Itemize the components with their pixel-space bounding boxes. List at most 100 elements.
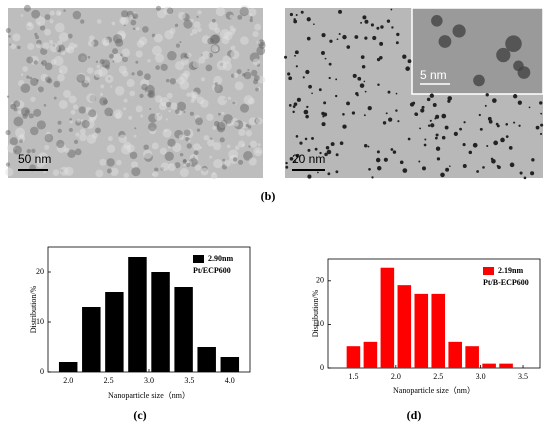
x-tick-label: 3.5 xyxy=(518,372,528,381)
texture xyxy=(249,13,253,17)
particle xyxy=(431,15,443,27)
texture xyxy=(36,79,39,82)
texture xyxy=(182,159,188,164)
particle xyxy=(336,38,339,41)
texture xyxy=(245,130,253,137)
texture xyxy=(70,109,76,115)
texture xyxy=(179,152,184,157)
particle xyxy=(328,76,331,80)
particle xyxy=(292,105,296,109)
bar xyxy=(174,287,193,372)
texture xyxy=(101,59,111,68)
texture xyxy=(26,21,33,28)
bar xyxy=(448,341,462,368)
texture xyxy=(197,27,202,33)
particle xyxy=(295,13,298,16)
texture xyxy=(255,149,260,154)
texture xyxy=(6,95,10,98)
texture xyxy=(9,137,18,146)
particle xyxy=(335,153,339,157)
legend-swatch xyxy=(483,267,494,275)
texture xyxy=(95,60,98,63)
bar xyxy=(82,307,101,372)
x-tick-label: 3.5 xyxy=(184,376,194,385)
x-tick-label: 2.5 xyxy=(104,376,114,385)
particle xyxy=(493,140,499,146)
y-axis-label: Distribution/% xyxy=(29,285,38,333)
texture xyxy=(193,143,201,151)
texture xyxy=(96,64,101,69)
texture xyxy=(22,66,29,72)
texture xyxy=(209,155,213,159)
particle xyxy=(488,119,493,124)
texture xyxy=(43,103,47,107)
particle xyxy=(462,164,467,168)
particle xyxy=(334,94,338,98)
texture xyxy=(106,168,112,174)
texture xyxy=(238,128,246,137)
texture xyxy=(140,114,144,118)
bar xyxy=(128,257,147,372)
texture xyxy=(63,89,72,98)
particle xyxy=(482,166,485,169)
particle xyxy=(362,15,367,20)
texture xyxy=(186,162,191,168)
texture xyxy=(57,40,63,46)
texture xyxy=(186,52,192,58)
texture xyxy=(72,104,79,110)
texture xyxy=(41,62,44,65)
particle xyxy=(335,78,338,81)
particle xyxy=(418,160,421,163)
particle xyxy=(323,112,328,117)
particle xyxy=(500,137,505,143)
particle xyxy=(487,116,492,121)
texture xyxy=(253,79,259,85)
texture xyxy=(135,50,143,58)
texture xyxy=(123,107,127,111)
particle xyxy=(447,96,453,101)
texture xyxy=(112,60,115,63)
texture xyxy=(156,9,167,19)
particle xyxy=(409,102,415,107)
particle xyxy=(382,121,387,125)
particle xyxy=(405,66,410,71)
particle xyxy=(285,161,288,165)
micrographs xyxy=(5,4,544,180)
texture xyxy=(209,34,220,45)
y-axis-label: Distribution/% xyxy=(311,289,320,337)
particle xyxy=(424,138,427,141)
texture xyxy=(151,45,162,56)
texture xyxy=(72,10,82,20)
texture xyxy=(57,120,62,125)
particle xyxy=(517,66,531,79)
texture xyxy=(165,78,170,83)
texture xyxy=(26,56,34,64)
particle xyxy=(399,160,404,165)
texture xyxy=(31,9,41,19)
texture xyxy=(134,127,137,130)
particle xyxy=(421,105,425,109)
texture xyxy=(44,62,53,71)
texture xyxy=(190,98,195,103)
particle xyxy=(496,47,511,63)
texture xyxy=(213,158,223,169)
texture xyxy=(197,10,202,15)
texture xyxy=(107,136,113,142)
texture xyxy=(100,84,105,89)
particle xyxy=(535,125,540,130)
particle xyxy=(330,142,335,147)
texture xyxy=(234,81,244,91)
particle xyxy=(288,103,292,107)
texture xyxy=(139,93,144,99)
texture xyxy=(178,134,185,140)
texture xyxy=(164,129,168,133)
particle xyxy=(540,112,543,115)
texture xyxy=(35,35,40,40)
particle xyxy=(509,162,515,168)
particle xyxy=(304,137,308,141)
texture xyxy=(170,102,178,110)
particle xyxy=(429,93,435,98)
particle xyxy=(468,150,473,155)
texture xyxy=(189,111,194,116)
bar xyxy=(220,357,240,372)
